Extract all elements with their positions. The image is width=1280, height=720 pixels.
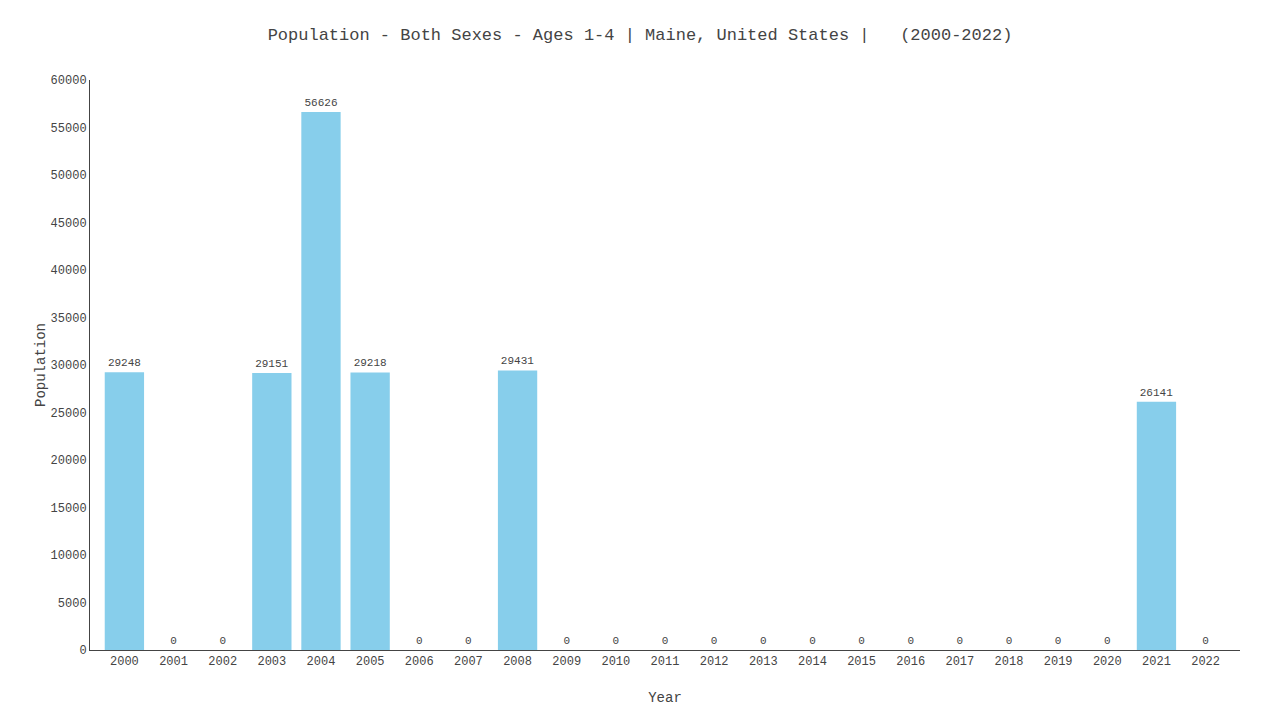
svg-text:2015: 2015: [847, 655, 876, 669]
svg-text:2017: 2017: [945, 655, 974, 669]
svg-text:2006: 2006: [405, 655, 434, 669]
svg-text:2005: 2005: [356, 655, 385, 669]
svg-text:2003: 2003: [257, 655, 286, 669]
svg-text:29431: 29431: [501, 355, 534, 367]
svg-text:0: 0: [465, 635, 472, 647]
svg-text:10000: 10000: [51, 549, 87, 563]
svg-text:2009: 2009: [552, 655, 581, 669]
svg-text:0: 0: [662, 635, 669, 647]
svg-text:2001: 2001: [159, 655, 188, 669]
svg-text:29218: 29218: [354, 357, 387, 369]
svg-text:2012: 2012: [700, 655, 729, 669]
svg-text:26141: 26141: [1140, 387, 1173, 399]
svg-text:0: 0: [563, 635, 570, 647]
svg-text:0: 0: [1104, 635, 1111, 647]
svg-text:0: 0: [170, 635, 177, 647]
svg-text:0: 0: [1202, 635, 1209, 647]
svg-text:50000: 50000: [51, 169, 87, 183]
svg-text:Population: Population: [33, 323, 49, 407]
svg-text:2002: 2002: [208, 655, 237, 669]
svg-text:0: 0: [809, 635, 816, 647]
svg-text:2020: 2020: [1093, 655, 1122, 669]
svg-text:0: 0: [907, 635, 914, 647]
svg-text:60000: 60000: [51, 74, 87, 88]
svg-text:29151: 29151: [255, 358, 288, 370]
svg-text:2013: 2013: [749, 655, 778, 669]
svg-text:56626: 56626: [304, 97, 337, 109]
svg-text:0: 0: [79, 644, 86, 658]
svg-text:Population - Both Sexes - Ages: Population - Both Sexes - Ages 1-4 | Mai…: [268, 26, 1013, 45]
svg-text:0: 0: [416, 635, 423, 647]
svg-text:25000: 25000: [51, 407, 87, 421]
svg-text:0: 0: [711, 635, 718, 647]
svg-text:29248: 29248: [108, 357, 141, 369]
svg-text:2019: 2019: [1044, 655, 1073, 669]
svg-text:0: 0: [760, 635, 767, 647]
svg-text:2018: 2018: [995, 655, 1024, 669]
svg-text:2011: 2011: [651, 655, 680, 669]
svg-text:35000: 35000: [51, 312, 87, 326]
svg-text:2008: 2008: [503, 655, 532, 669]
svg-text:2000: 2000: [110, 655, 139, 669]
svg-text:2014: 2014: [798, 655, 827, 669]
svg-text:2007: 2007: [454, 655, 483, 669]
svg-text:0: 0: [858, 635, 865, 647]
svg-text:2010: 2010: [601, 655, 630, 669]
svg-text:30000: 30000: [51, 359, 87, 373]
svg-text:2016: 2016: [896, 655, 925, 669]
svg-text:15000: 15000: [51, 502, 87, 516]
svg-text:2022: 2022: [1191, 655, 1220, 669]
svg-text:20000: 20000: [51, 454, 87, 468]
svg-text:Year: Year: [648, 690, 682, 706]
svg-text:0: 0: [1055, 635, 1062, 647]
svg-text:40000: 40000: [51, 264, 87, 278]
svg-text:45000: 45000: [51, 217, 87, 231]
svg-text:5000: 5000: [58, 597, 87, 611]
svg-text:2004: 2004: [307, 655, 336, 669]
svg-text:55000: 55000: [51, 122, 87, 136]
svg-text:0: 0: [219, 635, 226, 647]
svg-text:0: 0: [613, 635, 620, 647]
svg-text:0: 0: [1006, 635, 1013, 647]
svg-text:2021: 2021: [1142, 655, 1171, 669]
svg-text:0: 0: [957, 635, 964, 647]
